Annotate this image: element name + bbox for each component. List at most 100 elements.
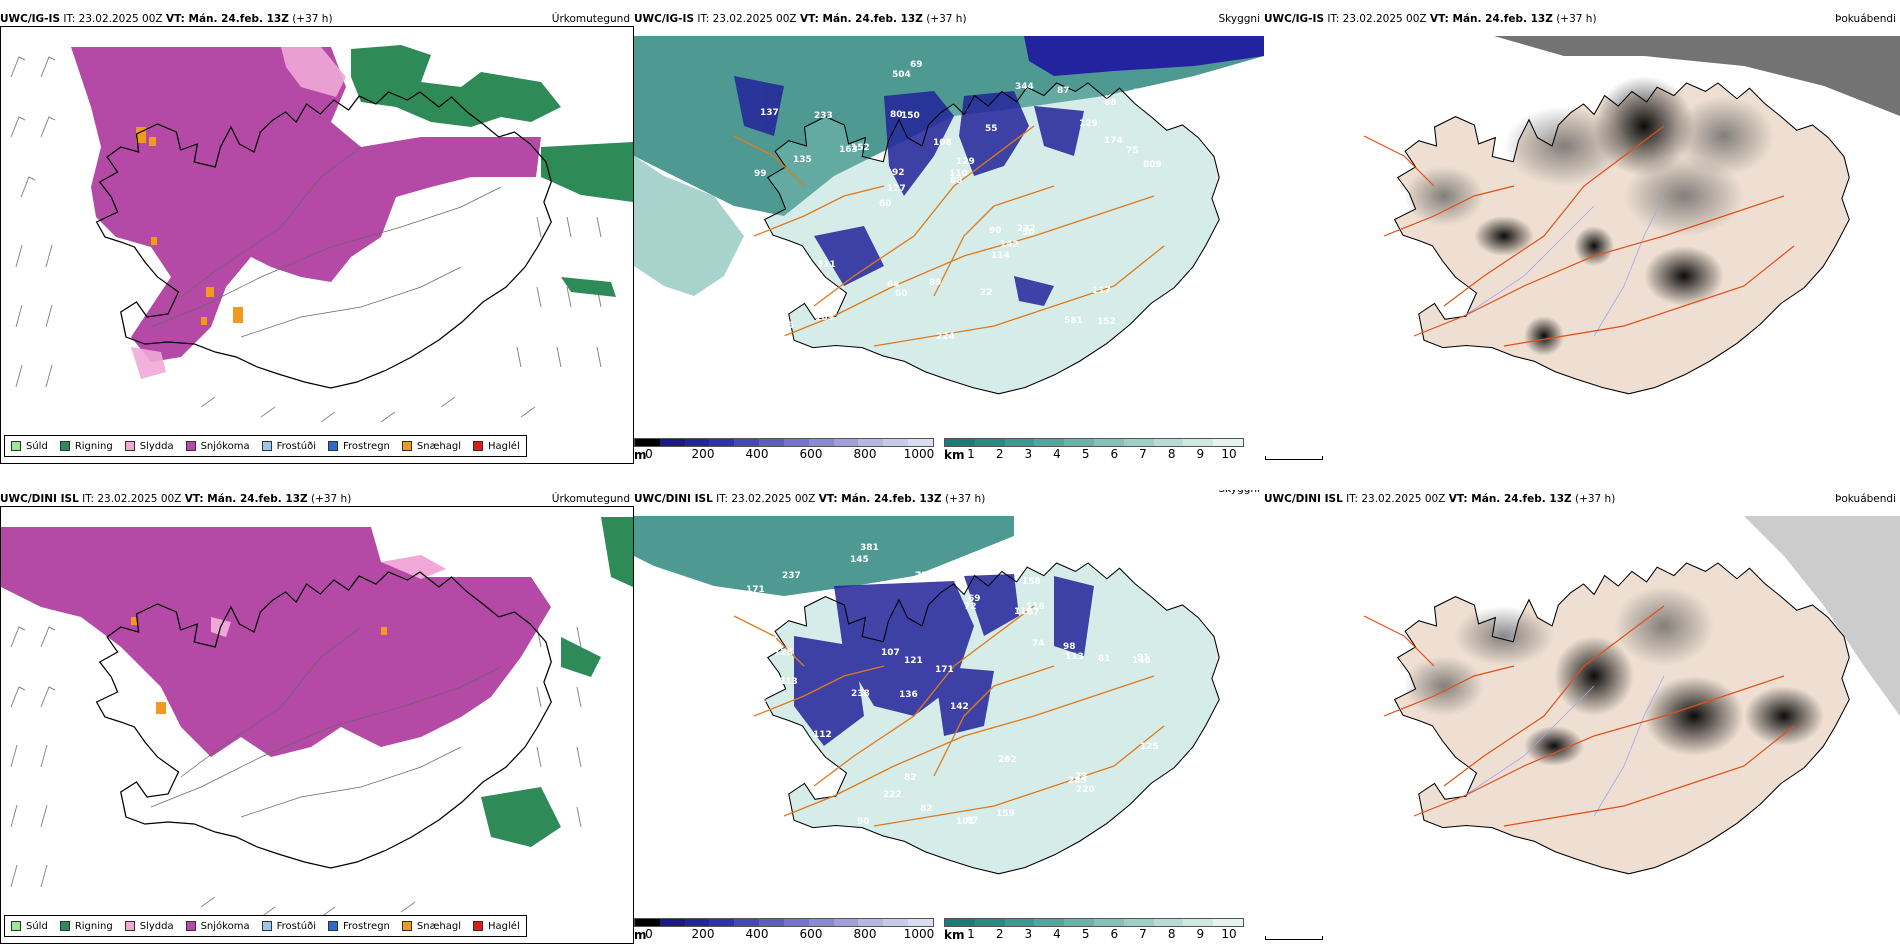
visibility-value: 90: [989, 226, 1002, 236]
lead-time: (+37 h): [310, 493, 352, 505]
visibility-value: 91: [1137, 653, 1150, 663]
visibility-value: 116: [1026, 602, 1045, 612]
visibility-value: 89: [929, 278, 942, 288]
visibility-value: 64: [887, 280, 900, 290]
scale-swatch: [659, 439, 685, 446]
scale-swatch: [635, 919, 660, 926]
visibility-value: 215: [800, 278, 819, 288]
visibility-value: 60: [879, 199, 892, 209]
visibility-value: 127: [887, 184, 906, 194]
fog-map: [1264, 36, 1900, 456]
scale-swatch: [1034, 919, 1065, 926]
visibility-value: 102: [748, 695, 767, 705]
scale-swatch: [759, 919, 784, 926]
visibility-value: 809: [1143, 160, 1162, 170]
visibility-value: 196: [736, 304, 755, 314]
visibility-value: 110: [949, 169, 968, 179]
snow-pellet-areas: [131, 617, 387, 714]
scale-swatch: [1153, 919, 1184, 926]
visibility-map: 152 99 68 60 55 105 80 108 284 152 196 331 150 129 50 1…: [634, 36, 1264, 436]
legend-item-freezing-drizzle: Frostúði: [261, 441, 316, 452]
visibility-value: 284: [768, 261, 787, 271]
visibility-value: 504: [892, 70, 911, 80]
scale-swatch: [974, 919, 1005, 926]
legend-item-sleet: Slydda: [124, 921, 174, 932]
scale-tick-label: 800: [853, 927, 877, 941]
roads: [1363, 125, 1795, 347]
visibility-value: 344: [1015, 82, 1034, 92]
legend-item-snow: Snjókoma: [185, 441, 250, 452]
wind-barbs: [10, 56, 602, 423]
visibility-value: 99: [764, 791, 777, 801]
visibility-value: 12: [727, 623, 740, 633]
rain-areas: [481, 517, 633, 847]
scale-tick-label: 8: [1167, 447, 1176, 461]
scale-swatch: [808, 919, 834, 926]
visibility-value: 88: [950, 176, 963, 186]
visibility-value: 117: [1092, 286, 1111, 296]
visibility-value: 72: [964, 602, 977, 612]
scale-tick-label: 200: [691, 927, 715, 941]
visibility-value: 55: [985, 124, 998, 134]
legend-item-drizzle: Súld: [11, 441, 48, 452]
scale-swatch: [684, 919, 710, 926]
scale-swatch: [974, 439, 1005, 446]
scale-tick-label: 400: [745, 927, 769, 941]
scale-swatch: [1034, 439, 1065, 446]
scale-tick-label: 3: [1024, 927, 1033, 941]
rain-areas: [351, 45, 633, 297]
scale-tick-label: 800: [853, 447, 877, 461]
visibility-value: 224: [936, 332, 955, 342]
visibility-value: 146: [1132, 656, 1151, 666]
scale-tick-label: 7: [1139, 927, 1147, 941]
visibility-values: 1529968605510580108284152196331150129501…: [736, 60, 1162, 345]
scale-tick-label: 1000: [903, 927, 935, 941]
precip-type-panel-row2: UWC/DINI ISL IT: 23.02.2025 00Z VT: Mán.…: [0, 490, 634, 944]
scale-swatch: [1004, 919, 1035, 926]
scale-tick-label: 0: [645, 447, 653, 461]
visibility-value: 142: [950, 702, 969, 712]
visibility-value: 125: [1140, 742, 1159, 752]
visibility-value: 114: [991, 251, 1010, 261]
scale-swatch: [1093, 919, 1124, 926]
scale-swatch: [659, 919, 685, 926]
visibility-value: 163: [839, 145, 858, 155]
panel-title: Þokuábendi: [1835, 13, 1896, 25]
visibility-value: 108: [933, 138, 952, 148]
visibility-value: 110: [1014, 607, 1033, 617]
scale-swatch: [684, 439, 710, 446]
cloudbase-unit: m: [634, 448, 647, 462]
panel-header: UWC/DINI ISL IT: 23.02.2025 00Z VT: Mán.…: [1264, 490, 1900, 508]
visibility-panel-row2: UWC/DINI ISL IT: 23.02.2025 00Z VT: Mán.…: [634, 490, 1264, 944]
visibility-value: 82: [920, 804, 933, 814]
visibility-value: 67: [1027, 608, 1040, 618]
scale-swatch: [783, 439, 809, 446]
scale-swatch: [734, 919, 760, 926]
scale-swatch: [1064, 919, 1094, 926]
visibility-value: 50: [1022, 228, 1035, 238]
visibility-value: 119: [1133, 88, 1152, 98]
visibility-value: 129: [1079, 119, 1098, 129]
low-cloud-base-areas: [734, 76, 1084, 306]
visibility-value: 75: [1126, 146, 1139, 156]
legend-item-freezing-rain: Frostregn: [328, 921, 390, 932]
visibility-unit: km: [944, 448, 965, 462]
model-name: UWC/DINI ISL: [0, 493, 79, 505]
cloudbase-unit: m: [634, 928, 647, 942]
scale-tick-label: 10: [1221, 447, 1237, 461]
fog-shading: [1404, 76, 1774, 356]
legend-item-rain: Rigning: [59, 441, 113, 452]
visibility-value: 68: [1104, 98, 1117, 108]
legend-item-drizzle: Súld: [11, 921, 48, 932]
visibility-value: 73: [1075, 772, 1088, 782]
legend-item-snow-pellets: Snæhagl: [401, 441, 461, 452]
legend-item-freezing-drizzle: Frostúði: [261, 921, 316, 932]
visibility-value: 92: [892, 168, 905, 178]
scale-tick-label: 1000: [903, 447, 935, 461]
scale-swatch: [883, 919, 909, 926]
visibility-value: 262: [998, 755, 1017, 765]
snow-areas: [71, 47, 541, 362]
init-time: IT: 23.02.2025 00Z: [63, 13, 163, 25]
roads: [733, 605, 1165, 827]
scale-swatch: [833, 439, 859, 446]
